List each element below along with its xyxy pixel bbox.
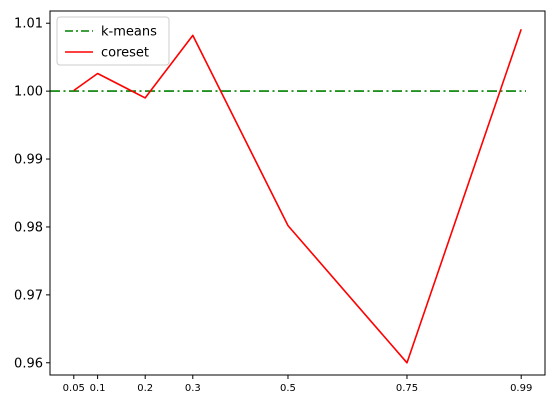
y-tick-label: 0.99 bbox=[14, 153, 43, 168]
x-tick-label: 0.5 bbox=[280, 383, 296, 394]
y-tick-label: 0.97 bbox=[14, 288, 43, 303]
y-tick-label: 0.98 bbox=[14, 220, 43, 235]
axes-frame bbox=[49, 10, 546, 376]
plot-area bbox=[50, 29, 526, 364]
y-tick-label: 1.01 bbox=[14, 17, 43, 32]
x-tick-label: 0.05 bbox=[63, 383, 85, 394]
legend-box bbox=[56, 16, 170, 66]
x-tick-label: 0.3 bbox=[185, 383, 201, 394]
x-tick-label: 0.1 bbox=[90, 383, 106, 394]
axes: 0.96 0.97 0.98 0.99 1.00 1.01 0.05 0.1 0.2 0.3 0.5… bbox=[14, 10, 546, 394]
legend: k-means coreset bbox=[56, 16, 170, 66]
x-tick-label: 0.99 bbox=[510, 383, 532, 394]
series-line-coreset bbox=[73, 29, 522, 364]
y-tick-label: 0.96 bbox=[14, 356, 43, 371]
legend-label-k-means: k-means bbox=[101, 25, 157, 40]
y-tick-label: 1.00 bbox=[14, 85, 43, 100]
x-tick-label: 0.2 bbox=[137, 383, 153, 394]
legend-label-coreset: coreset bbox=[101, 46, 149, 61]
x-tick-label: 0.75 bbox=[396, 383, 418, 394]
